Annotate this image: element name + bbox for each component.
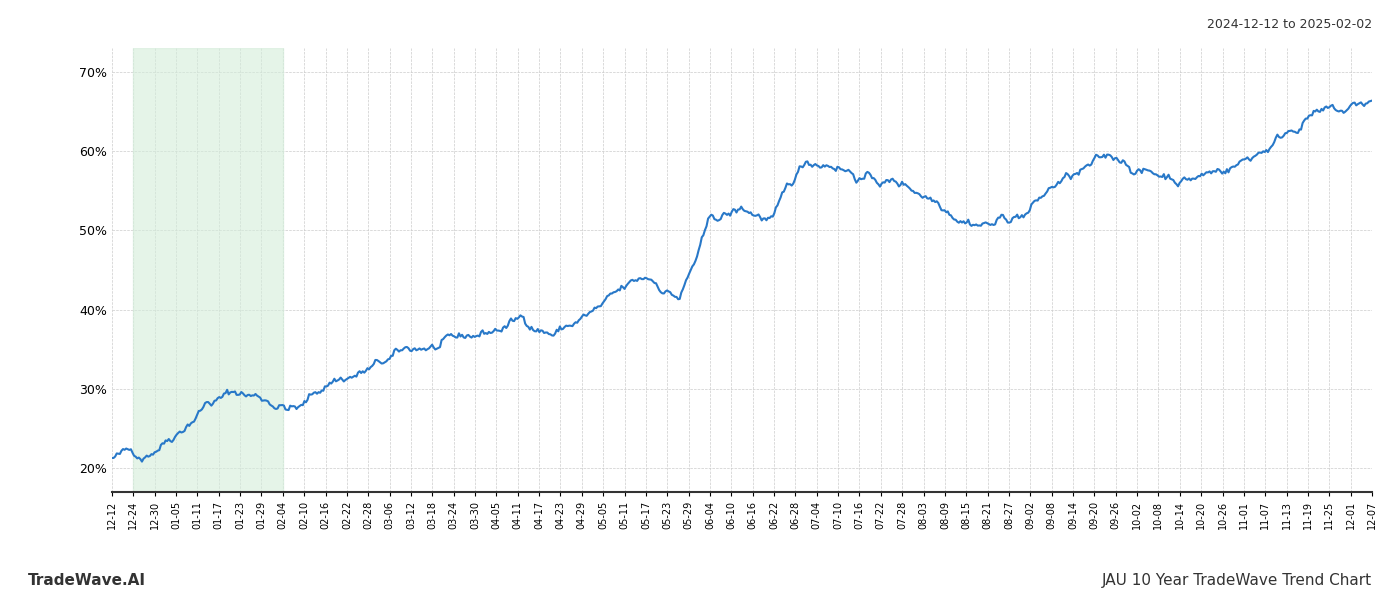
- Text: JAU 10 Year TradeWave Trend Chart: JAU 10 Year TradeWave Trend Chart: [1102, 573, 1372, 588]
- Text: 2024-12-12 to 2025-02-02: 2024-12-12 to 2025-02-02: [1207, 18, 1372, 31]
- Text: TradeWave.AI: TradeWave.AI: [28, 573, 146, 588]
- Bar: [133, 48, 283, 492]
